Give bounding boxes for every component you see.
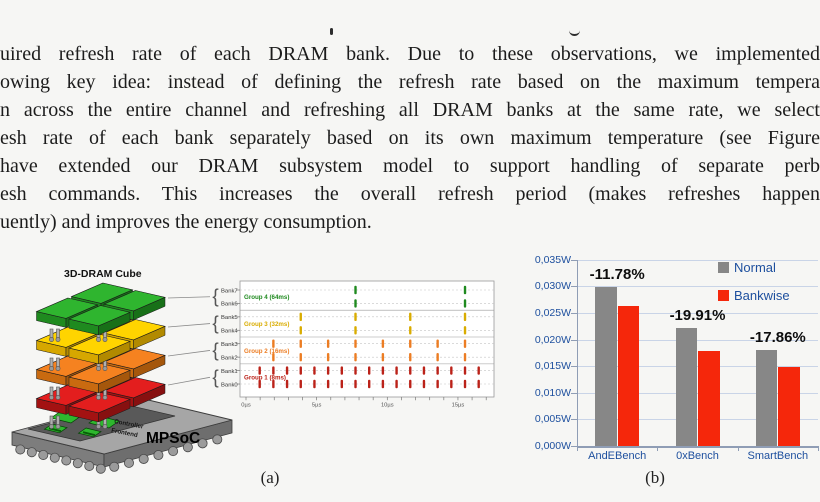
refresh-marks xyxy=(272,339,467,362)
paragraph-line: esh rate of each bank separately based o… xyxy=(0,127,820,149)
bank-label: Bank6 xyxy=(221,302,238,308)
brace-icon: { xyxy=(212,314,219,335)
y-axis-tick xyxy=(571,446,577,447)
soc-chip xyxy=(77,427,102,438)
category-label: 0xBench xyxy=(676,450,719,462)
caption-a: (a) xyxy=(260,468,280,487)
refresh-group-label: Group 2 (16ms) xyxy=(244,348,289,355)
y-axis-label: 0,015W xyxy=(534,360,571,373)
y-axis-label: 0,010W xyxy=(534,386,571,399)
legend-swatch-normal xyxy=(718,262,729,273)
reduction-annotation: -19.91% xyxy=(669,306,726,324)
category-label: AndEBench xyxy=(588,450,647,462)
y-axis-label: 0,030W xyxy=(534,280,571,293)
x-axis-tick-label: 0µs xyxy=(241,403,251,409)
refresh-marks xyxy=(354,285,467,308)
gridline xyxy=(577,286,818,288)
category-label: SmartBench xyxy=(747,450,809,462)
bank-label: Bank4 xyxy=(221,329,238,335)
refresh-marks xyxy=(299,312,467,335)
mpsoc-label: MPSoC xyxy=(146,430,200,447)
bar-bankwise-smartbench xyxy=(778,366,800,446)
body-paragraph: uired refresh rate of each DRAM bank. Du… xyxy=(0,40,820,236)
gridline xyxy=(577,419,818,421)
x-axis-tick-label: 5µs xyxy=(312,403,322,409)
refresh-timing-chart: Group 4 (64ms) Group 3 (32ms) Group 2 (16m… xyxy=(236,280,495,409)
bar-normal-smartbench xyxy=(755,349,778,446)
bank-label: Bank1 xyxy=(221,369,238,375)
refresh-group-label: Group 1 (8ms) xyxy=(244,375,286,382)
paragraph-line: uently) and improves the energy consumpt… xyxy=(0,211,372,233)
bank-mapping-links: { { { { xyxy=(167,287,219,388)
y-axis-tick xyxy=(571,392,577,394)
y-axis-label: 0,025W xyxy=(534,307,571,319)
y-axis-tick xyxy=(571,339,577,341)
gridline xyxy=(577,366,818,368)
bank-label: Bank3 xyxy=(221,342,238,348)
y-axis-tick xyxy=(571,259,577,261)
y-axis-tick xyxy=(571,286,577,288)
cube-title: 3D-DRAM Cube xyxy=(64,268,142,280)
y-axis-label: 0,035W xyxy=(534,253,571,266)
cropped-text-artifact xyxy=(330,28,333,35)
bar-normal-andebench xyxy=(595,287,617,446)
x-axis-tick xyxy=(657,446,659,451)
gridline xyxy=(577,313,818,314)
figure-b-bar-chart: 0,000W 0,005W 0,010W 0,015W 0,020W 0,025W 0,03… xyxy=(525,248,820,468)
x-axis xyxy=(577,446,818,448)
paragraph-line: n across the entire channel and refreshi… xyxy=(0,99,820,121)
gridline xyxy=(577,339,818,341)
y-axis-tick xyxy=(571,419,577,421)
bar-normal-0xbench xyxy=(675,327,697,446)
legend-label: Normal xyxy=(734,260,776,275)
y-axis xyxy=(577,259,578,446)
x-axis-tick xyxy=(577,446,578,451)
brace-icon: { xyxy=(212,340,219,361)
legend-label: Bankwise xyxy=(734,288,790,303)
gridline xyxy=(577,259,818,261)
bank-label: Bank2 xyxy=(221,355,238,361)
paragraph-line: have extended our DRAM subsystem model t… xyxy=(0,155,820,177)
reduction-annotation: -11.78% xyxy=(589,266,645,284)
y-axis-tick xyxy=(571,366,577,368)
y-axis-label: 0,020W xyxy=(534,333,571,346)
reduction-annotation: -17.86% xyxy=(749,328,806,346)
caption-b: (b) xyxy=(645,468,665,487)
x-axis-tick xyxy=(737,446,739,451)
y-axis-label: 0,000W xyxy=(534,440,571,452)
cropped-text-artifact xyxy=(569,28,580,36)
bank-label: Bank0 xyxy=(221,382,238,388)
paragraph-line: uired refresh rate of each DRAM bank. Du… xyxy=(0,43,820,65)
figure-a: 3D-DRAM Cube Controller Frontend MPSoC{{{{B… xyxy=(0,250,500,502)
paragraph-line: owing key idea: instead of defining the … xyxy=(0,71,820,93)
solder-balls xyxy=(15,434,223,474)
refresh-group-label: Group 3 (32ms) xyxy=(244,321,289,328)
refresh-marks xyxy=(258,366,480,389)
bar-bankwise-andebench xyxy=(617,306,640,446)
cube-layer-green xyxy=(35,282,166,336)
brace-icon: { xyxy=(212,287,219,308)
x-axis-tick-label: 10µs xyxy=(381,403,394,409)
gridline xyxy=(577,392,818,394)
y-axis-label: 0,005W xyxy=(534,413,571,426)
refresh-group-label: Group 4 (64ms) xyxy=(244,294,289,301)
legend-swatch-bankwise xyxy=(718,290,729,301)
bank-label: Bank5 xyxy=(221,315,238,321)
brace-icon: { xyxy=(212,367,219,388)
x-axis-tick xyxy=(818,446,819,451)
bank-label: Bank7 xyxy=(221,288,238,294)
paragraph-line: esh commands. This increases the overall… xyxy=(0,183,820,205)
bar-bankwise-0xbench xyxy=(698,351,720,446)
y-axis-tick xyxy=(571,313,577,314)
x-axis-tick-label: 15µs xyxy=(452,403,465,409)
